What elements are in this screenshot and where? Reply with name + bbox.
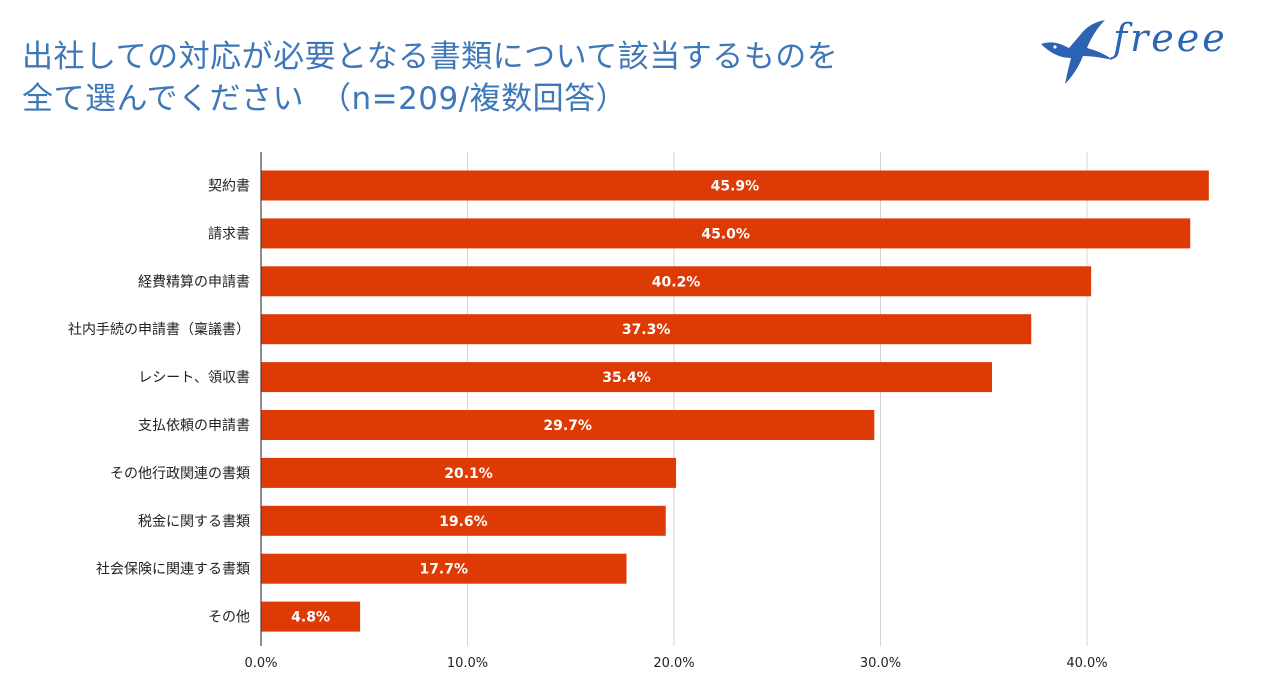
category-label: その他 [208, 610, 250, 626]
x-tick-label: 20.0% [653, 656, 694, 671]
category-label: レシート、領収書 [138, 369, 250, 386]
bar [261, 314, 1032, 345]
bar-value-label: 37.3% [622, 322, 671, 338]
bar-value-label: 4.8% [291, 610, 330, 626]
chart-title: 出社しての対応が必要となる書類について該当するものを 全て選んでください （n=… [22, 36, 942, 120]
bar [261, 553, 627, 584]
bar [261, 505, 666, 536]
swallow-bird-icon [1041, 20, 1113, 84]
bar-value-label: 40.2% [652, 274, 701, 290]
category-label: その他行政関連の書類 [110, 466, 250, 482]
bar [261, 266, 1092, 297]
freee-logo: freee [1035, 14, 1250, 89]
bar-value-label: 45.0% [701, 226, 750, 242]
bar [261, 362, 993, 393]
x-tick-label: 10.0% [447, 656, 488, 671]
bar [261, 170, 1209, 201]
bar-value-label: 45.9% [711, 179, 760, 195]
bar-value-label: 35.4% [602, 370, 651, 386]
bar [261, 457, 677, 488]
bar-value-label: 20.1% [444, 466, 493, 482]
bar-value-label: 19.6% [439, 514, 488, 530]
category-label: 社会保険に関連する書類 [96, 562, 250, 578]
category-label: 税金に関する書類 [138, 514, 250, 530]
chart-title-line-1: 出社しての対応が必要となる書類について該当するものを [22, 39, 839, 75]
category-label: 経費精算の申請書 [138, 274, 250, 290]
bar [261, 410, 875, 440]
category-label: 請求書 [208, 226, 250, 242]
bar-value-label: 29.7% [543, 418, 592, 434]
bar [261, 601, 361, 632]
bar-value-label: 17.7% [419, 562, 468, 578]
chart-title-line-2: 全て選んでください （n=209/複数回答） [22, 81, 628, 117]
x-tick-label: 40.0% [1066, 656, 1107, 671]
bar [261, 218, 1191, 249]
freee-logo-text: freee [1113, 16, 1228, 60]
x-tick-label: 30.0% [860, 656, 901, 671]
category-label: 支払依頼の申請書 [138, 418, 250, 434]
category-label: 社内手続の申請書（稟議書） [68, 321, 250, 338]
category-label: 契約書 [208, 179, 250, 195]
x-tick-label: 0.0% [244, 656, 277, 671]
